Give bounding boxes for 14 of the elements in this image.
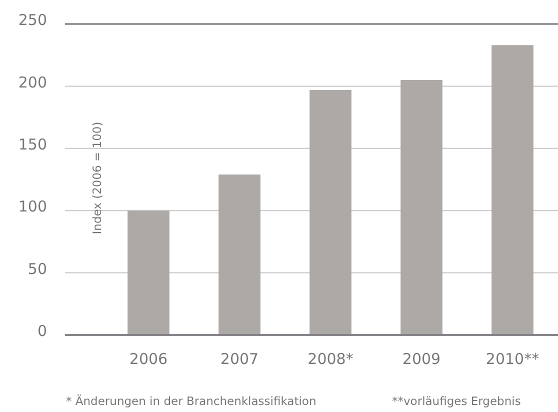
y-tick-label: 50 (28, 260, 47, 278)
text: **vorläufiges Ergebnis (392, 394, 521, 408)
x-tick-label: 2009 (402, 350, 441, 368)
x-tick-label: 2006 (129, 350, 168, 368)
y-tick-label: 200 (18, 73, 47, 92)
x-tick-label: 2008* (308, 350, 354, 368)
y-tick-label: 250 (18, 11, 47, 30)
text: * Änderungen in der Branchenklassifikation (66, 394, 316, 408)
y-tick-label: 100 (18, 198, 47, 216)
y-axis-title: Index (2006 = 100) (90, 122, 104, 234)
x-tick-label: 2010** (486, 350, 540, 368)
x-tick-label: 2007 (220, 350, 259, 368)
y-tick-label: 0 (37, 322, 47, 340)
y-tick-label: 150 (18, 135, 47, 154)
